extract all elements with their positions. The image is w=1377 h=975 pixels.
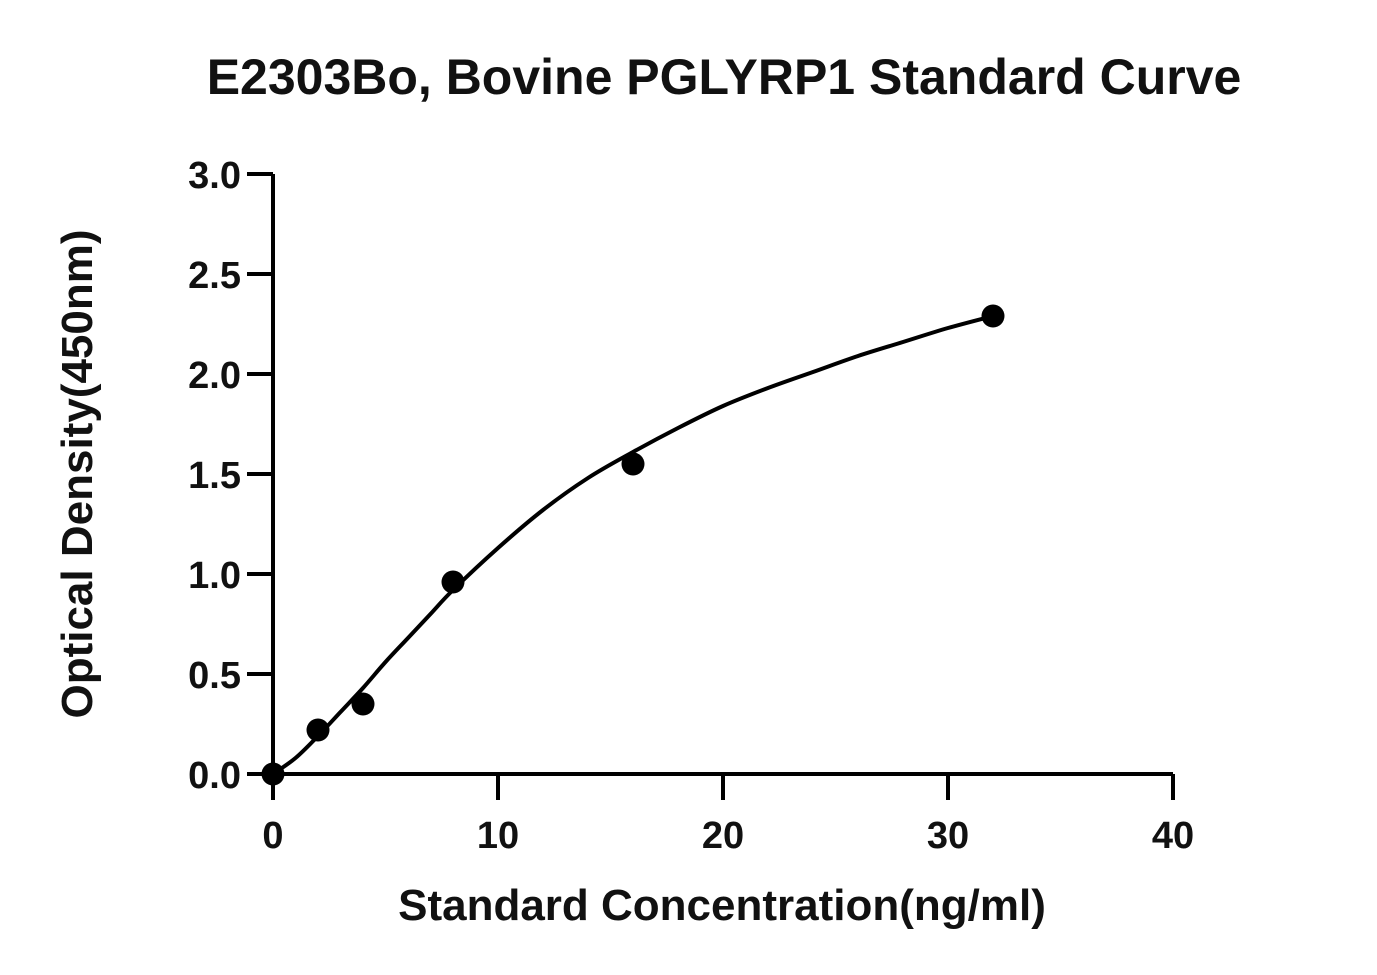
y-tick-label: 0.0: [188, 755, 241, 797]
x-tick-label: 30: [927, 815, 969, 857]
x-tick-label: 20: [702, 815, 744, 857]
data-point: [261, 762, 285, 786]
y-axis-label: Optical Density(450nm): [53, 229, 102, 718]
y-axis: 0.0 0.5 1.0 1.5 2.0 2.5 3.0: [188, 155, 275, 797]
y-tick-label: 1.5: [188, 455, 241, 497]
x-axis: 0 10 20 30 40: [262, 772, 1194, 857]
data-point: [981, 304, 1005, 328]
x-axis-label: Standard Concentration(ng/ml): [398, 881, 1046, 930]
data-points: [261, 304, 1005, 786]
chart-title: E2303Bo, Bovine PGLYRP1 Standard Curve: [207, 49, 1242, 105]
y-tick-label: 1.0: [188, 555, 241, 597]
data-point: [306, 718, 330, 742]
plot-area: 0.0 0.5 1.0 1.5 2.0 2.5 3.0 0 10 20 30 40: [188, 155, 1194, 857]
fit-curve-line: [271, 314, 995, 776]
y-tick-label: 3.0: [188, 155, 241, 197]
data-point: [441, 570, 465, 594]
y-tick-label: 2.5: [188, 255, 241, 297]
y-tick-label: 2.0: [188, 355, 241, 397]
x-tick-label: 10: [477, 815, 519, 857]
x-tick-label: 0: [262, 815, 283, 857]
data-point: [351, 692, 375, 716]
x-tick-label: 40: [1152, 815, 1194, 857]
y-tick-label: 0.5: [188, 655, 241, 697]
data-point: [621, 452, 645, 476]
